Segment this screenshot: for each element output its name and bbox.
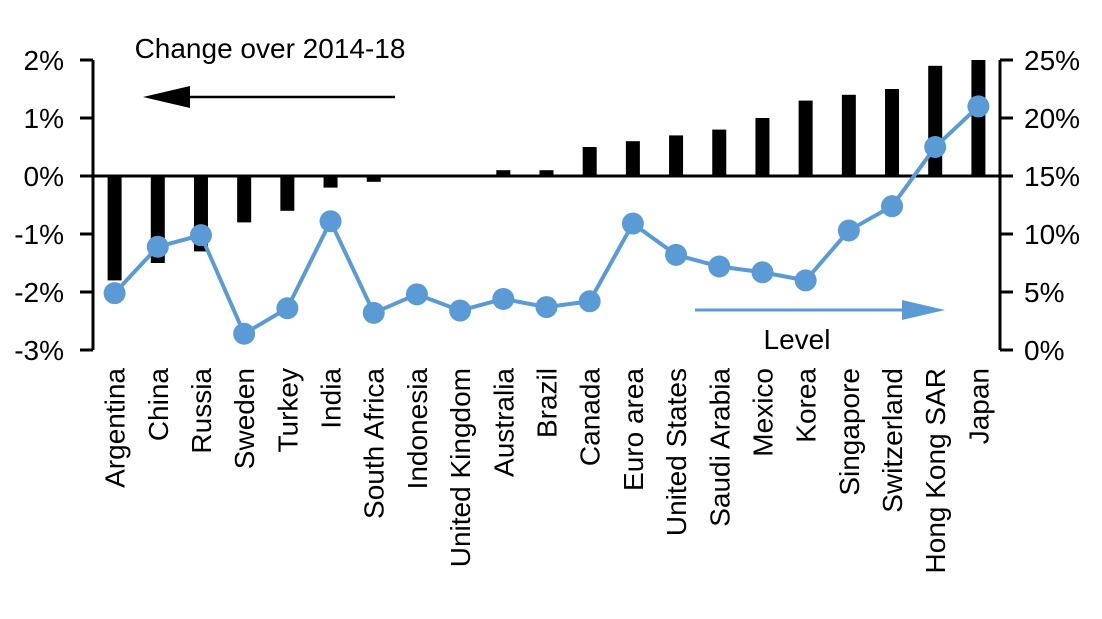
right-axis-tick-label: 5% — [1024, 277, 1064, 308]
bar-india — [323, 176, 338, 188]
left-axis-tick-label: -3% — [14, 335, 64, 366]
right-axis-tick-label: 10% — [1024, 219, 1080, 250]
dot-canada — [578, 290, 601, 313]
dot-united-kingdom — [449, 299, 472, 322]
x-label-india: India — [316, 368, 347, 429]
dot-euro-area — [621, 212, 644, 235]
line-series-caption: Level — [764, 324, 831, 355]
bar-brazil — [539, 170, 554, 176]
dot-sweden — [233, 322, 256, 345]
dot-india — [319, 210, 342, 233]
bar-canada — [582, 147, 597, 176]
x-label-brazil: Brazil — [532, 368, 563, 438]
x-label-euro-area: Euro area — [618, 368, 649, 491]
left-axis-tick-label: 1% — [24, 103, 64, 134]
x-label-hong-kong-sar: Hong Kong SAR — [920, 368, 951, 573]
x-label-singapore: Singapore — [834, 368, 865, 496]
bar-united-states — [669, 135, 684, 176]
dot-japan — [967, 95, 990, 118]
x-label-mexico: Mexico — [747, 368, 778, 457]
bar-australia — [496, 170, 511, 176]
x-label-saudi-arabia: Saudi Arabia — [704, 368, 735, 527]
left-axis-tick-label: -1% — [14, 219, 64, 250]
right-axis-tick-label: 20% — [1024, 103, 1080, 134]
bar-japan — [971, 60, 986, 176]
bar-korea — [798, 100, 813, 176]
right-arrow-icon — [902, 300, 945, 320]
x-label-korea: Korea — [791, 368, 822, 443]
dot-singapore — [837, 219, 860, 242]
x-label-argentina: Argentina — [100, 368, 131, 488]
x-label-russia: Russia — [186, 368, 217, 454]
left-axis-tick-label: 2% — [24, 45, 64, 76]
left-arrow-icon — [143, 86, 190, 108]
x-label-canada: Canada — [575, 368, 606, 467]
bar-singapore — [841, 94, 856, 176]
x-label-south-africa: South Africa — [359, 368, 390, 519]
x-label-australia: Australia — [488, 368, 519, 477]
bar-argentina — [107, 176, 122, 281]
bar-turkey — [280, 176, 295, 211]
dot-russia — [189, 224, 212, 247]
bar-south-africa — [366, 176, 381, 182]
x-label-china: China — [143, 368, 174, 442]
dot-switzerland — [881, 195, 904, 218]
bar-series-caption: Change over 2014-18 — [135, 33, 406, 64]
left-axis-tick-label: 0% — [24, 161, 64, 192]
dot-indonesia — [405, 283, 428, 306]
x-label-united-states: United States — [661, 368, 692, 536]
x-label-turkey: Turkey — [272, 368, 303, 453]
dot-hong-kong-sar — [924, 136, 947, 158]
dot-argentina — [103, 282, 126, 305]
dot-south-africa — [362, 301, 385, 324]
x-label-switzerland: Switzerland — [877, 368, 908, 513]
left-axis-tick-label: -2% — [14, 277, 64, 308]
bar-mexico — [755, 118, 770, 176]
dot-mexico — [751, 261, 774, 284]
dot-turkey — [276, 297, 299, 320]
right-axis-tick-label: 25% — [1024, 45, 1080, 76]
dot-saudi-arabia — [708, 255, 731, 278]
bar-switzerland — [885, 89, 900, 176]
right-axis-tick-label: 15% — [1024, 161, 1080, 192]
right-axis-tick-label: 0% — [1024, 335, 1064, 366]
x-label-sweden: Sweden — [229, 368, 260, 469]
bar-euro-area — [625, 141, 640, 176]
bar-sweden — [237, 176, 252, 223]
x-label-united-kingdom: United Kingdom — [445, 368, 476, 567]
dot-china — [146, 235, 169, 258]
bar-hong-kong-sar — [928, 65, 943, 176]
x-label-japan: Japan — [963, 368, 994, 444]
x-label-indonesia: Indonesia — [402, 368, 433, 490]
dot-brazil — [535, 296, 558, 319]
dot-united-states — [665, 243, 688, 266]
bar-saudi-arabia — [712, 129, 727, 176]
dot-australia — [492, 287, 515, 310]
dot-korea — [794, 269, 817, 292]
